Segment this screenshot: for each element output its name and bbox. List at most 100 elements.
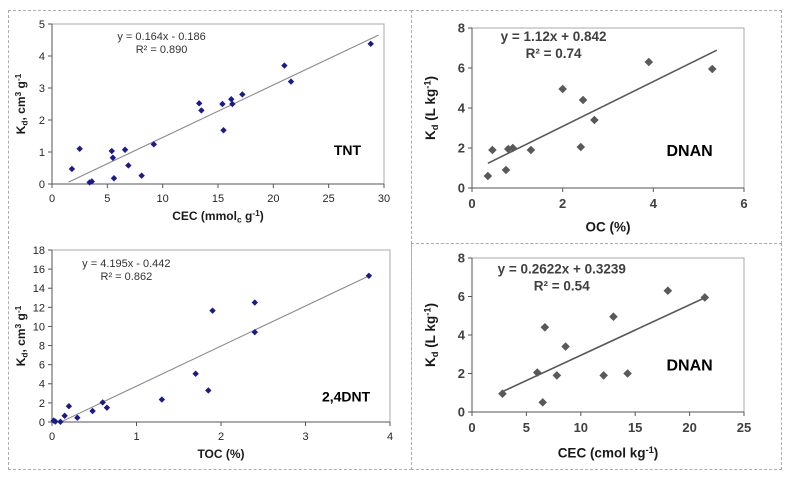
x-tick-label: 15 [212, 193, 224, 205]
x-tick-label: 6 [740, 196, 747, 211]
chart-tnt-vs-cec: 0 5 10 15 20 25 30 0 1 2 3 4 5 CEC (mmolc g-1) Kd, cm3… [14, 19, 390, 225]
x-tick-label: 30 [378, 193, 390, 205]
data-point-marker [590, 115, 599, 125]
r-squared-label: R² = 0.890 [136, 44, 188, 56]
data-point-marker [121, 146, 129, 153]
y-tick-label: 4 [458, 101, 466, 116]
data-point-marker [251, 328, 258, 336]
y-axis-title: Kd, cm3 g-1 [14, 73, 30, 134]
r-squared-label: R² = 0.54 [534, 278, 590, 293]
data-point-marker [138, 172, 145, 179]
data-point-marker [68, 165, 76, 173]
data-point-marker [644, 57, 654, 67]
data-point-marker [532, 368, 542, 377]
data-point-marker [125, 162, 132, 169]
y-tick-label: 6 [458, 289, 465, 304]
data-point-marker [483, 171, 493, 181]
y-tick-label: 2 [458, 366, 465, 381]
data-point-marker [526, 145, 536, 155]
x-axis-title: CEC (mmolc g-1) [172, 208, 263, 225]
data-point-marker [707, 64, 717, 74]
data-point-marker [501, 165, 511, 175]
y-tick-label: 0 [39, 417, 45, 429]
data-point-marker [220, 127, 227, 134]
bottom-right-panel-border [411, 243, 782, 470]
data-point-marker [599, 371, 608, 380]
y-tick-label: 14 [33, 283, 45, 295]
data-point-marker [558, 84, 567, 94]
data-point-marker [576, 142, 586, 152]
x-tick-label: 0 [468, 420, 475, 435]
data-point-marker [65, 403, 73, 410]
data-point-marker [488, 145, 497, 155]
y-tick-label: 10 [33, 321, 45, 333]
data-point-marker [561, 342, 570, 351]
x-tick-label: 1 [133, 431, 139, 443]
data-point-marker [89, 407, 96, 415]
y-tick-label: 1 [39, 147, 45, 159]
y-tick-label: 2 [39, 115, 45, 127]
x-tick-label: 10 [574, 420, 588, 435]
data-point-marker [367, 40, 374, 48]
chart-dnan-vs-cec: 0 5 10 15 20 25 0 2 4 6 8 CEC (cmol kg-1) Kd (L kg-1… [424, 251, 751, 461]
y-tick-label: 4 [39, 379, 45, 391]
x-tick-label: 4 [387, 431, 393, 443]
data-point-marker [700, 293, 710, 302]
y-tick-label: 0 [458, 181, 465, 196]
x-tick-label: 20 [267, 193, 279, 205]
data-point-marker [158, 396, 166, 403]
compound-label: DNAN [666, 143, 712, 160]
data-point-marker [281, 62, 288, 69]
x-tick-label: 5 [104, 193, 110, 205]
data-point-marker [508, 143, 518, 153]
x-tick-label: 25 [737, 420, 751, 435]
data-point-marker [99, 399, 106, 406]
y-axis-title: Kd (L kg-1) [424, 303, 440, 367]
compound-label: DNAN [666, 357, 712, 374]
x-axis-title: OC (%) [586, 219, 631, 234]
data-point-marker [57, 418, 64, 426]
x-tick-label: 15 [628, 420, 642, 435]
x-tick-label: 2 [218, 431, 224, 443]
y-tick-label: 4 [39, 51, 45, 63]
plot-border [471, 257, 745, 413]
x-tick-label: 20 [682, 420, 696, 435]
data-point-marker [198, 107, 205, 114]
trendline [487, 49, 718, 165]
plot-border [51, 23, 385, 185]
y-tick-label: 2 [39, 398, 45, 410]
x-axis-title: CEC (cmol kg-1) [558, 444, 659, 460]
trendline [502, 297, 706, 393]
data-point-marker [219, 100, 226, 108]
data-point-marker [61, 412, 68, 419]
y-tick-label: 3 [39, 83, 45, 95]
data-point-marker [108, 147, 115, 155]
data-point-marker [578, 95, 588, 105]
data-point-marker [623, 369, 632, 378]
data-point-marker [365, 272, 373, 279]
equation-label: y = 0.2622x + 0.3239 [498, 261, 626, 276]
data-point-marker [251, 299, 258, 306]
x-tick-label: 5 [523, 420, 530, 435]
equation-label: y = 1.12x + 0.842 [501, 29, 607, 44]
data-point-marker [109, 154, 117, 161]
y-tick-label: 8 [39, 341, 45, 353]
x-tick-label: 3 [302, 431, 308, 443]
y-tick-label: 2 [458, 141, 465, 156]
x-tick-label: 10 [157, 193, 169, 205]
data-point-marker [552, 371, 562, 380]
trendline [68, 34, 379, 183]
x-tick-label: 2 [559, 196, 566, 211]
x-tick-label: 4 [650, 196, 658, 211]
data-point-marker [88, 178, 96, 185]
y-tick-label: 18 [33, 245, 45, 257]
data-point-marker [609, 312, 618, 322]
data-point-marker [209, 307, 216, 314]
plot-border [471, 27, 745, 189]
data-point-marker [74, 414, 81, 421]
x-tick-label: 0 [468, 196, 475, 211]
chart-dnan-vs-oc: 0 2 4 6 0 2 4 6 8 OC (%) Kd (L kg-1) y = 1.12x + 0.… [424, 21, 748, 235]
data-point-marker [538, 398, 548, 407]
equation-label: y = 4.195x - 0.442 [82, 258, 170, 270]
